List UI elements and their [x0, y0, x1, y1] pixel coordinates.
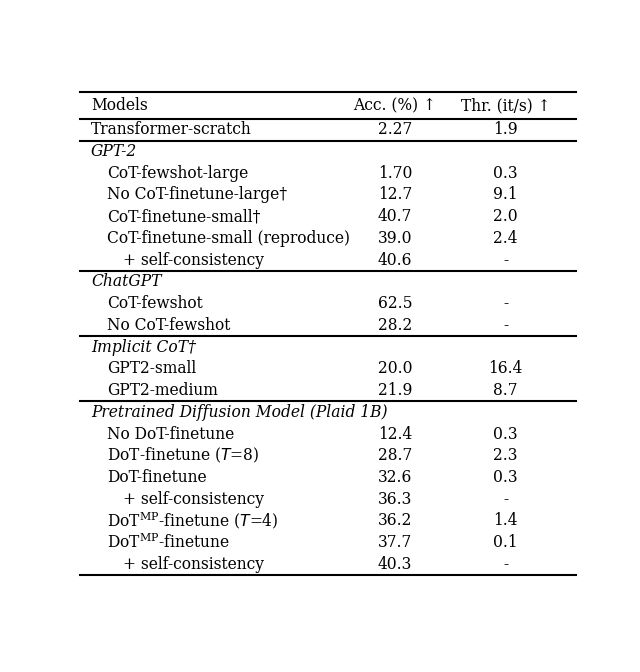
Text: 0.3: 0.3 [493, 469, 518, 486]
Text: 2.4: 2.4 [493, 230, 518, 247]
Text: DoT$^{\mathregular{MP}}$-finetune: DoT$^{\mathregular{MP}}$-finetune [107, 534, 230, 552]
Text: DoT$^{\mathregular{MP}}$-finetune ($\mathit{T}$=4): DoT$^{\mathregular{MP}}$-finetune ($\mat… [107, 511, 278, 532]
Text: Pretrained Diffusion Model (Plaid 1B): Pretrained Diffusion Model (Plaid 1B) [91, 404, 387, 421]
Text: 0.3: 0.3 [493, 165, 518, 181]
Text: 1.70: 1.70 [378, 165, 412, 181]
Text: 8.7: 8.7 [493, 382, 518, 399]
Text: 0.3: 0.3 [493, 425, 518, 443]
Text: + self-consistency: + self-consistency [123, 491, 264, 508]
Text: -: - [503, 295, 508, 312]
Text: -: - [503, 556, 508, 573]
Text: 40.3: 40.3 [378, 556, 412, 573]
Text: 36.3: 36.3 [378, 491, 412, 508]
Text: DoT-finetune ($\mathit{T}$=8): DoT-finetune ($\mathit{T}$=8) [107, 446, 259, 466]
Text: 12.7: 12.7 [378, 187, 412, 204]
Text: 36.2: 36.2 [378, 513, 412, 530]
Text: 40.6: 40.6 [378, 252, 412, 269]
Text: 28.7: 28.7 [378, 448, 412, 464]
Text: 9.1: 9.1 [493, 187, 518, 204]
Text: 2.3: 2.3 [493, 448, 518, 464]
Text: ChatGPT: ChatGPT [91, 274, 161, 290]
Text: 20.0: 20.0 [378, 360, 412, 378]
Text: No CoT-fewshot: No CoT-fewshot [107, 317, 230, 334]
Text: GPT2-small: GPT2-small [107, 360, 196, 378]
Text: 2.0: 2.0 [493, 208, 518, 225]
Text: Transformer-scratch: Transformer-scratch [91, 122, 252, 138]
Text: -: - [503, 491, 508, 508]
Text: 2.27: 2.27 [378, 122, 412, 138]
Text: GPT-2: GPT-2 [91, 143, 137, 160]
Text: 0.1: 0.1 [493, 534, 518, 551]
Text: -: - [503, 317, 508, 334]
Text: DoT-finetune: DoT-finetune [107, 469, 207, 486]
Text: 37.7: 37.7 [378, 534, 412, 551]
Text: 62.5: 62.5 [378, 295, 412, 312]
Text: 1.4: 1.4 [493, 513, 518, 530]
Text: CoT-finetune-small†: CoT-finetune-small† [107, 208, 260, 225]
Text: 28.2: 28.2 [378, 317, 412, 334]
Text: 40.7: 40.7 [378, 208, 412, 225]
Text: Thr. (it/s) ↑: Thr. (it/s) ↑ [461, 97, 550, 114]
Text: CoT-fewshot-large: CoT-fewshot-large [107, 165, 248, 181]
Text: 16.4: 16.4 [488, 360, 523, 378]
Text: Implicit CoT†: Implicit CoT† [91, 339, 196, 355]
Text: + self-consistency: + self-consistency [123, 556, 264, 573]
Text: 1.9: 1.9 [493, 122, 518, 138]
Text: 12.4: 12.4 [378, 425, 412, 443]
Text: 39.0: 39.0 [378, 230, 412, 247]
Text: No DoT-finetune: No DoT-finetune [107, 425, 234, 443]
Text: CoT-fewshot: CoT-fewshot [107, 295, 202, 312]
Text: Acc. (%) ↑: Acc. (%) ↑ [353, 97, 436, 114]
Text: CoT-finetune-small (reproduce): CoT-finetune-small (reproduce) [107, 230, 350, 247]
Text: 21.9: 21.9 [378, 382, 412, 399]
Text: 32.6: 32.6 [378, 469, 412, 486]
Text: + self-consistency: + self-consistency [123, 252, 264, 269]
Text: Models: Models [91, 97, 148, 114]
Text: -: - [503, 252, 508, 269]
Text: No CoT-finetune-large†: No CoT-finetune-large† [107, 187, 287, 204]
Text: GPT2-medium: GPT2-medium [107, 382, 218, 399]
